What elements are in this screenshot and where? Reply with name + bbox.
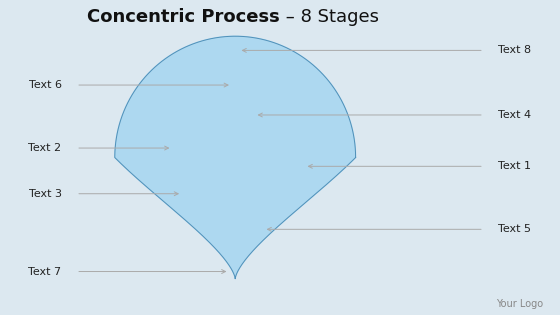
Text: Your Logo: Your Logo: [496, 299, 543, 309]
Text: Text 7: Text 7: [29, 266, 62, 277]
Text: – 8 Stages: – 8 Stages: [280, 8, 379, 26]
Text: Text 4: Text 4: [498, 110, 531, 120]
Polygon shape: [130, 51, 340, 264]
Text: Text 5: Text 5: [498, 224, 531, 234]
Text: Text 8: Text 8: [498, 45, 531, 55]
Text: Text 2: Text 2: [29, 143, 62, 153]
Polygon shape: [205, 127, 265, 188]
Polygon shape: [115, 36, 356, 279]
Polygon shape: [190, 112, 281, 203]
Polygon shape: [220, 142, 250, 173]
Polygon shape: [175, 97, 296, 218]
Polygon shape: [160, 82, 310, 233]
Text: Concentric Process: Concentric Process: [87, 8, 280, 26]
Polygon shape: [145, 66, 325, 249]
Text: Text 6: Text 6: [29, 80, 62, 90]
Text: Text 3: Text 3: [29, 189, 62, 199]
Text: Text 1: Text 1: [498, 161, 531, 171]
